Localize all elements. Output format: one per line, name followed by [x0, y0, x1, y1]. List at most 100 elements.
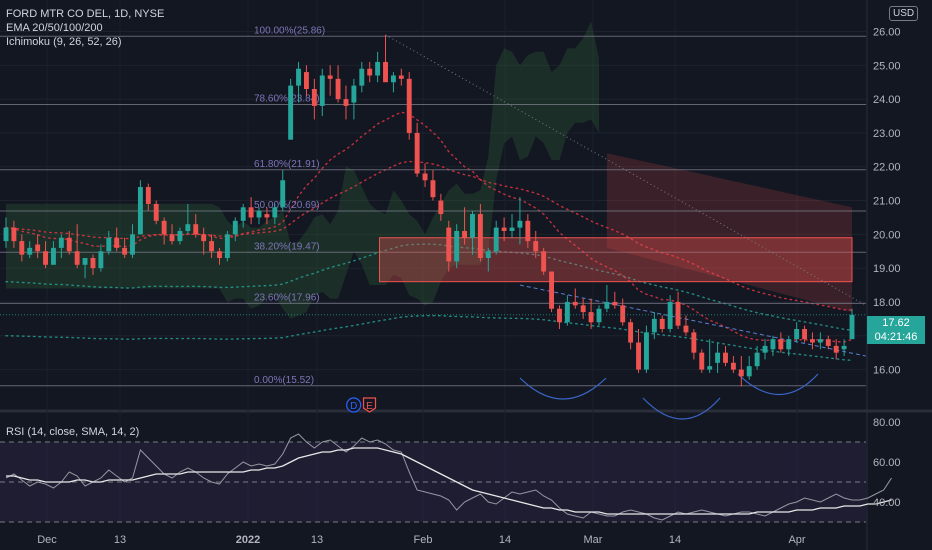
candle[interactable]: [493, 227, 499, 252]
symbol-title[interactable]: FORD MTR CO DEL, 1D, NYSE: [6, 8, 165, 20]
candle[interactable]: [738, 369, 744, 377]
rsi-indicator-label[interactable]: RSI (14, close, SMA, 14, 2): [6, 426, 140, 438]
candle[interactable]: [217, 251, 222, 259]
candle[interactable]: [153, 203, 159, 221]
candle[interactable]: [810, 339, 815, 343]
candle[interactable]: [778, 339, 784, 350]
candle[interactable]: [177, 230, 183, 242]
candle[interactable]: [636, 342, 641, 370]
candle[interactable]: [224, 234, 230, 259]
candle[interactable]: [477, 214, 483, 259]
candle[interactable]: [66, 237, 72, 252]
candle[interactable]: [50, 247, 56, 265]
candle[interactable]: [264, 214, 270, 218]
candle[interactable]: [106, 237, 112, 252]
candle[interactable]: [35, 244, 41, 252]
candle[interactable]: [667, 301, 673, 330]
candle[interactable]: [406, 78, 412, 133]
candle[interactable]: [288, 85, 294, 140]
candle[interactable]: [240, 207, 246, 221]
candle[interactable]: [817, 339, 823, 343]
candle[interactable]: [319, 75, 325, 106]
candle[interactable]: [564, 301, 570, 323]
candle[interactable]: [375, 61, 381, 76]
candle[interactable]: [454, 230, 460, 262]
candle[interactable]: [604, 301, 610, 309]
candle[interactable]: [643, 332, 649, 370]
candle[interactable]: [833, 345, 839, 353]
ichimoku-indicator-label[interactable]: Ichimoku (9, 26, 52, 26): [6, 36, 122, 48]
candle[interactable]: [130, 234, 135, 255]
candle[interactable]: [169, 234, 175, 242]
candle[interactable]: [248, 207, 254, 218]
left-shoulder-arc[interactable]: [519, 377, 607, 400]
candle[interactable]: [272, 207, 278, 218]
candle[interactable]: [786, 339, 792, 350]
ema-indicator-label[interactable]: EMA 20/50/100/200: [6, 22, 103, 34]
candle[interactable]: [3, 227, 9, 242]
candle[interactable]: [588, 312, 594, 323]
candle[interactable]: [43, 251, 48, 265]
candle[interactable]: [549, 271, 555, 309]
candle[interactable]: [446, 227, 452, 262]
candle[interactable]: [849, 314, 855, 340]
candle[interactable]: [430, 180, 436, 198]
candle[interactable]: [620, 305, 626, 323]
candle[interactable]: [82, 258, 88, 265]
candle[interactable]: [303, 72, 309, 89]
candle[interactable]: [296, 68, 301, 86]
candle[interactable]: [683, 325, 689, 333]
candle[interactable]: [462, 230, 468, 238]
candle[interactable]: [596, 308, 602, 323]
neckline-dashed[interactable]: [519, 284, 867, 357]
candle[interactable]: [90, 258, 96, 269]
candle[interactable]: [651, 318, 657, 333]
candle[interactable]: [628, 322, 634, 343]
candle[interactable]: [11, 227, 17, 242]
candle[interactable]: [770, 339, 776, 350]
candle[interactable]: [754, 352, 760, 367]
dividend-badge[interactable]: [346, 397, 362, 413]
candle[interactable]: [232, 220, 238, 235]
currency-badge[interactable]: USD: [889, 6, 919, 21]
candle[interactable]: [327, 75, 333, 79]
head-arc[interactable]: [642, 397, 721, 420]
candle[interactable]: [58, 237, 64, 248]
candle[interactable]: [311, 88, 317, 106]
earnings-badge[interactable]: [362, 397, 377, 413]
candle[interactable]: [414, 132, 420, 174]
candle[interactable]: [541, 251, 547, 272]
candle[interactable]: [841, 345, 847, 350]
candle[interactable]: [572, 301, 578, 306]
candle[interactable]: [209, 241, 215, 252]
candle[interactable]: [557, 308, 562, 323]
candle[interactable]: [335, 78, 341, 100]
candle[interactable]: [699, 352, 705, 370]
candle[interactable]: [470, 214, 475, 238]
candle[interactable]: [715, 352, 721, 363]
candle[interactable]: [580, 305, 586, 313]
candle[interactable]: [517, 220, 523, 228]
candle[interactable]: [802, 329, 808, 340]
candle[interactable]: [746, 366, 752, 377]
candle[interactable]: [612, 301, 618, 306]
candle[interactable]: [390, 75, 396, 83]
candle[interactable]: [794, 329, 800, 340]
candle[interactable]: [438, 200, 444, 215]
right-shoulder-arc[interactable]: [737, 373, 819, 395]
event-badge-e[interactable]: E: [362, 397, 377, 413]
candle[interactable]: [825, 339, 831, 346]
candle[interactable]: [98, 251, 104, 269]
candle[interactable]: [280, 180, 286, 208]
candle[interactable]: [359, 68, 365, 86]
candle[interactable]: [137, 187, 143, 235]
candle[interactable]: [691, 332, 697, 353]
candle[interactable]: [343, 99, 349, 106]
candle[interactable]: [74, 251, 80, 265]
candle[interactable]: [122, 247, 128, 255]
candle[interactable]: [762, 345, 768, 353]
candle[interactable]: [367, 68, 373, 76]
candle[interactable]: [485, 251, 491, 259]
candle[interactable]: [707, 366, 713, 370]
candle[interactable]: [161, 220, 167, 235]
